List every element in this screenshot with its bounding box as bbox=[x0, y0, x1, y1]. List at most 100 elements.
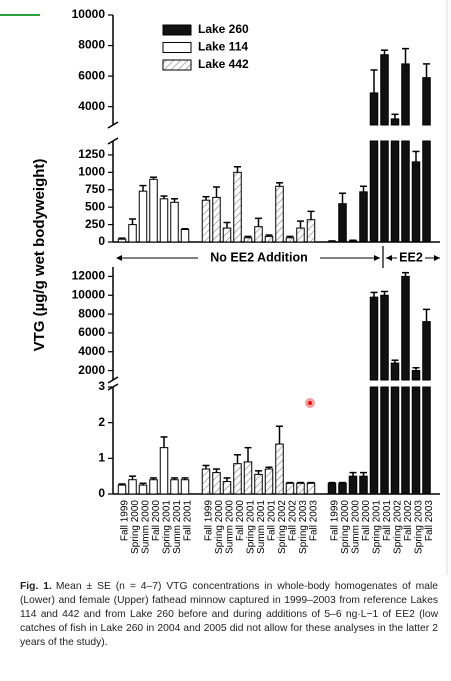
y-axis-label: VTG (µg/g wet bodyweight) bbox=[31, 159, 48, 352]
x-tick-label: Spring 2001 bbox=[372, 500, 383, 554]
bar bbox=[338, 203, 347, 243]
bar bbox=[285, 237, 295, 243]
x-tick-label: Spring 2000 bbox=[214, 500, 225, 554]
x-tick-label: Fall 2000 bbox=[151, 500, 162, 542]
bar bbox=[159, 198, 169, 243]
bar bbox=[390, 118, 400, 126]
bar bbox=[180, 228, 190, 243]
x-tick-label: Fall 2000 bbox=[361, 500, 372, 542]
y-tick-label: 1000 bbox=[78, 165, 105, 179]
bar bbox=[254, 226, 263, 243]
legend-label: Lake 114 bbox=[198, 40, 248, 54]
x-tick-label: Summ 2000 bbox=[225, 500, 236, 554]
y-tick-label: 1 bbox=[98, 451, 105, 465]
bar bbox=[285, 482, 295, 495]
bar bbox=[348, 240, 358, 243]
bar bbox=[264, 235, 274, 243]
bar bbox=[401, 140, 410, 243]
bar bbox=[359, 191, 368, 243]
y-tick-label: 3 bbox=[98, 379, 105, 393]
bar bbox=[401, 275, 410, 381]
bar bbox=[296, 227, 305, 243]
cursor bbox=[308, 401, 312, 405]
bar bbox=[180, 479, 190, 495]
bar bbox=[149, 479, 158, 495]
y-tick-label: 250 bbox=[85, 217, 105, 231]
x-tick-label: Spring 2001 bbox=[246, 500, 257, 554]
bar bbox=[275, 185, 284, 243]
bar bbox=[254, 473, 263, 495]
x-tick-label: Fall 1999 bbox=[204, 500, 215, 542]
y-tick-label: 10000 bbox=[72, 7, 106, 21]
bar bbox=[422, 321, 431, 381]
y-tick-label: 500 bbox=[85, 199, 105, 213]
bar bbox=[117, 238, 127, 243]
bar bbox=[201, 468, 211, 495]
bar bbox=[243, 237, 253, 243]
x-tick-label: Spring 2003 bbox=[414, 500, 425, 554]
chart: VTG (µg/g wet bodyweight) No EE2 Additio… bbox=[0, 0, 448, 575]
x-tick-label: Fall 2003 bbox=[424, 500, 435, 542]
annotation: No EE2 Addition bbox=[210, 250, 307, 264]
y-tick-label: 0 bbox=[98, 486, 105, 500]
y-tick-label: 750 bbox=[85, 182, 105, 196]
y-tick-label: 10000 bbox=[72, 287, 106, 301]
bar bbox=[117, 484, 127, 495]
caption: Fig. 1. Mean ± SE (n = 4–7) VTG concentra… bbox=[20, 580, 438, 650]
bar bbox=[149, 178, 158, 243]
bar bbox=[128, 479, 137, 495]
bar bbox=[411, 370, 421, 381]
caption-label: Fig. 1. bbox=[20, 581, 52, 592]
x-tick-label: Spring 2000 bbox=[130, 500, 141, 554]
legend-swatch bbox=[162, 59, 192, 71]
bar bbox=[170, 201, 179, 243]
legend-swatch bbox=[162, 42, 192, 53]
bar bbox=[380, 386, 389, 495]
y-tick-label: 1250 bbox=[78, 147, 105, 161]
bar bbox=[380, 140, 389, 243]
legend-label: Lake 260 bbox=[198, 22, 249, 36]
x-tick-label: Spring 2003 bbox=[298, 500, 309, 554]
bar bbox=[369, 92, 379, 126]
x-tick-label: Summ 2001 bbox=[172, 500, 183, 554]
bar bbox=[390, 386, 400, 495]
bar bbox=[138, 484, 148, 495]
bar bbox=[233, 463, 242, 495]
bar bbox=[222, 481, 232, 495]
bar bbox=[243, 461, 253, 495]
bar bbox=[233, 171, 242, 243]
x-tick-label: Spring 2002 bbox=[393, 500, 404, 554]
bar bbox=[128, 224, 137, 243]
y-tick-label: 6000 bbox=[78, 325, 105, 339]
annotation: EE2 bbox=[399, 250, 423, 264]
bar bbox=[390, 140, 400, 243]
bar bbox=[327, 482, 337, 495]
x-tick-label: Spring 2000 bbox=[340, 500, 351, 554]
x-tick-label: Fall 2003 bbox=[309, 500, 320, 542]
bar bbox=[275, 443, 284, 495]
bar bbox=[212, 196, 221, 243]
x-tick-label: Fall 2001 bbox=[382, 500, 393, 542]
bar bbox=[390, 362, 400, 381]
x-tick-label: Summ 2000 bbox=[141, 500, 152, 554]
bar bbox=[348, 475, 358, 495]
x-tick-label: Fall 2002 bbox=[403, 500, 414, 542]
x-tick-label: Fall 2002 bbox=[288, 500, 299, 542]
x-tick-label: Fall 2001 bbox=[183, 500, 194, 542]
y-tick-label: 2000 bbox=[78, 363, 105, 377]
x-tick-label: Fall 1999 bbox=[330, 500, 341, 542]
bar bbox=[159, 447, 169, 495]
y-tick-label: 4000 bbox=[78, 99, 105, 113]
x-tick-label: Fall 2001 bbox=[267, 500, 278, 542]
x-tick-label: Spring 2002 bbox=[277, 500, 288, 554]
bar bbox=[401, 63, 410, 126]
y-tick-label: 2 bbox=[98, 415, 105, 429]
bar bbox=[212, 472, 221, 495]
legend-swatch bbox=[162, 24, 192, 36]
bar bbox=[201, 199, 211, 243]
bar bbox=[306, 482, 316, 495]
y-tick-label: 8000 bbox=[78, 306, 105, 320]
legend-label: Lake 442 bbox=[198, 57, 249, 71]
x-tick-label: Fall 2000 bbox=[235, 500, 246, 542]
